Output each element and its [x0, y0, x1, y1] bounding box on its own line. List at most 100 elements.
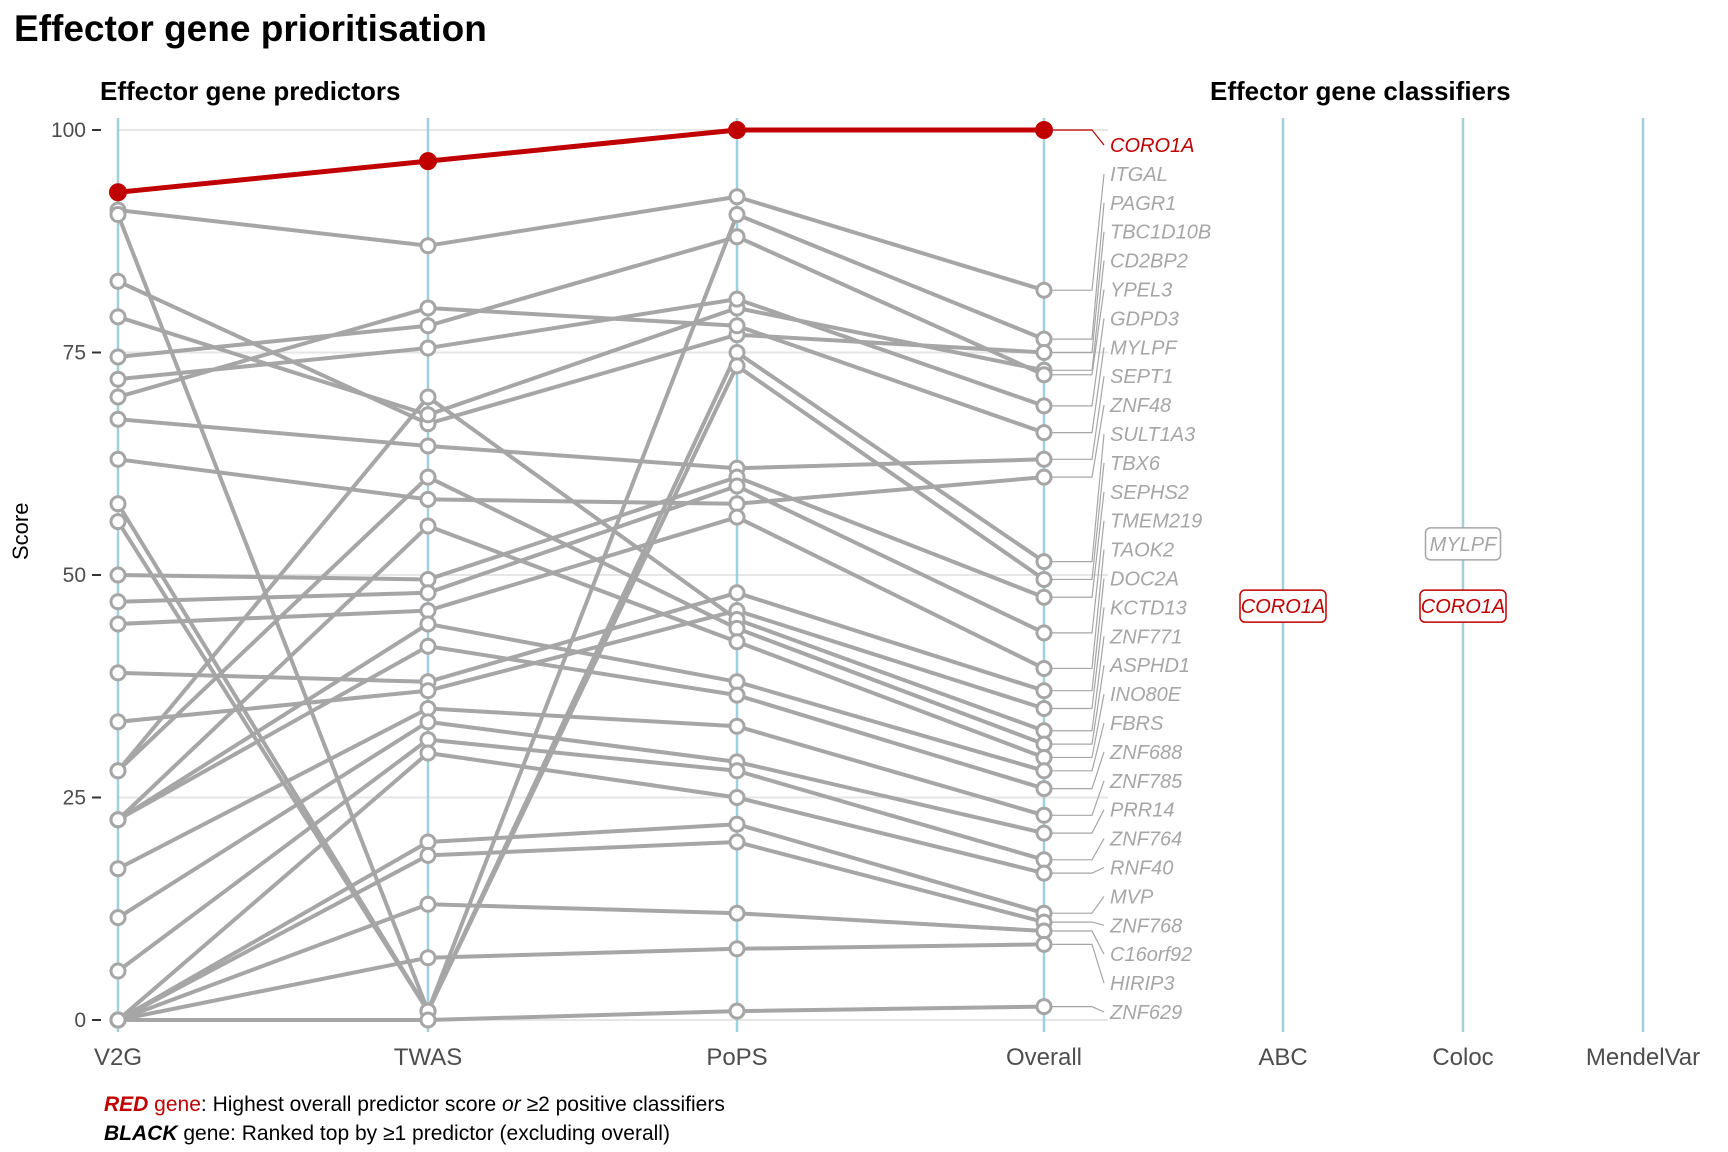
x-tick-label-twas: TWAS — [394, 1044, 462, 1071]
gene-label-leader-pagr1 — [1052, 202, 1105, 340]
point-tbx6-overall — [1035, 570, 1053, 588]
point-tbx6-pops — [728, 357, 746, 375]
point-coro1a-pops — [728, 121, 746, 139]
x-tick-label-pops: PoPS — [706, 1044, 767, 1071]
gene-label-leader-ino80e — [1052, 693, 1105, 759]
point-znf688-twas — [419, 637, 437, 655]
point-znf764-pops — [728, 762, 746, 780]
gene-label-leader-taok2 — [1052, 549, 1105, 670]
point-znf768-twas — [419, 846, 437, 864]
gene-label-tmem219: TMEM219 — [1110, 511, 1202, 533]
gene-label-gdpd3: GDPD3 — [1110, 308, 1179, 330]
gene-label-tbc1d10b: TBC1D10B — [1110, 222, 1211, 244]
predictors-title: Effector gene predictors — [100, 76, 401, 106]
series-line-rnf40 — [116, 751, 1045, 1022]
point-taok2-pops — [728, 508, 746, 526]
point-taok2-overall — [1035, 659, 1053, 677]
gene-label-sept1: SEPT1 — [1110, 366, 1173, 388]
point-prr14-twas — [419, 713, 437, 731]
gene-label-leader-tbc1d10b — [1052, 231, 1105, 354]
point-prr14-overall — [1035, 824, 1053, 842]
gene-label-leader-asphd1 — [1052, 665, 1105, 745]
point-rnf40-overall — [1035, 864, 1053, 882]
series-line-sephs2 — [117, 475, 1045, 600]
gene-label-znf771: ZNF771 — [1109, 626, 1182, 648]
point-sult1a3-v2g — [109, 495, 127, 513]
point-asphd1-v2g — [109, 762, 127, 780]
series-line-cd2bp2 — [117, 306, 1045, 417]
point-znf768-pops — [728, 833, 746, 851]
series-line-sult1a3 — [116, 350, 1046, 1014]
series-line-tmem219 — [117, 484, 1045, 635]
point-rnf40-twas — [419, 744, 437, 762]
series-line-znf771 — [116, 395, 1045, 773]
y-tick-label-75: 75 — [63, 342, 86, 365]
gene-label-leader-mylpf — [1052, 347, 1105, 434]
gene-label-leader-itgal — [1052, 173, 1105, 291]
point-sult1a3-overall — [1035, 553, 1053, 571]
gene-label-leader-tmem219 — [1052, 520, 1105, 634]
y-tick-label-50: 50 — [63, 564, 86, 587]
point-gdpd3-overall — [1035, 397, 1053, 415]
gene-labels: CORO1A ITGAL PAGR1 TBC1D10B CD2BP2 YPEL3 GDPD3… — [1052, 129, 1211, 1024]
point-mylpf-v2g — [109, 388, 127, 406]
gene-label-leader-sephs2 — [1052, 491, 1105, 598]
gene-label-leader-c16orf92 — [1052, 930, 1105, 955]
series-line-znf688 — [117, 644, 1045, 822]
point-fbrs-overall — [1035, 762, 1053, 780]
point-tmem219-overall — [1035, 624, 1053, 642]
point-sept1-v2g — [109, 410, 127, 428]
series-line-itgal — [117, 194, 1045, 293]
point-taok2-v2g — [109, 615, 127, 633]
gene-label-leader-cd2bp2 — [1052, 260, 1105, 371]
gene-label-znf629: ZNF629 — [1109, 1002, 1182, 1024]
gene-label-znf768: ZNF768 — [1109, 915, 1182, 937]
series-line-hirip3 — [117, 942, 1045, 1022]
legend-red-word: RED — [104, 1093, 149, 1116]
point-znf688-overall — [1035, 780, 1053, 798]
series-line-znf629 — [118, 1004, 1045, 1022]
point-pagr1-pops — [728, 206, 746, 224]
classifier-label-abc-coro1a: CORO1A — [1241, 596, 1325, 618]
point-c16orf92-pops — [728, 904, 746, 922]
gene-label-pagr1: PAGR1 — [1110, 193, 1176, 215]
series-line-coro1a — [117, 127, 1044, 195]
gene-label-leader-prr14 — [1052, 809, 1105, 834]
series-line-znf785 — [117, 706, 1045, 871]
series-line-gdpd3 — [117, 297, 1045, 408]
gene-label-leader-znf771 — [1052, 636, 1105, 732]
series-line-kctd13 — [117, 608, 1045, 724]
point-znf785-pops — [728, 717, 746, 735]
point-znf629-twas — [419, 1011, 437, 1029]
series-line-mvp — [117, 822, 1045, 1022]
point-sept1-twas — [419, 437, 437, 455]
point-kctd13-v2g — [109, 713, 127, 731]
gene-label-kctd13: KCTD13 — [1110, 597, 1187, 619]
point-tbc1d10b-overall — [1035, 344, 1053, 361]
gene-label-fbrs: FBRS — [1110, 713, 1164, 735]
x-tick-label-v2g: V2G — [94, 1044, 142, 1071]
gene-label-leader-fbrs — [1052, 722, 1105, 772]
point-mvp-pops — [728, 815, 746, 833]
point-ypel3-v2g — [109, 348, 127, 366]
gene-label-hirip3: HIRIP3 — [1110, 973, 1174, 995]
series-line-ino80e — [116, 524, 1045, 822]
point-hirip3-overall — [1035, 935, 1053, 953]
point-ino80e-pops — [728, 633, 746, 651]
point-znf785-overall — [1035, 806, 1053, 824]
point-znf688-v2g — [109, 811, 127, 829]
point-tmem219-twas — [419, 584, 437, 602]
gene-label-sult1a3: SULT1A3 — [1110, 424, 1195, 446]
point-znf688-pops — [728, 686, 746, 704]
series-line-tbx6 — [116, 363, 1046, 1014]
classifiers-title: Effector gene classifiers — [1210, 76, 1511, 106]
series-line-fbrs — [116, 621, 1045, 822]
point-mylpf-twas — [419, 299, 437, 317]
point-fbrs-twas — [419, 615, 437, 633]
series-line-taok2 — [117, 515, 1045, 671]
point-znf629-v2g — [109, 1011, 127, 1029]
gene-label-rnf40: RNF40 — [1110, 858, 1173, 880]
gene-label-leader-znf785 — [1052, 780, 1105, 816]
series-lines — [116, 127, 1046, 1022]
